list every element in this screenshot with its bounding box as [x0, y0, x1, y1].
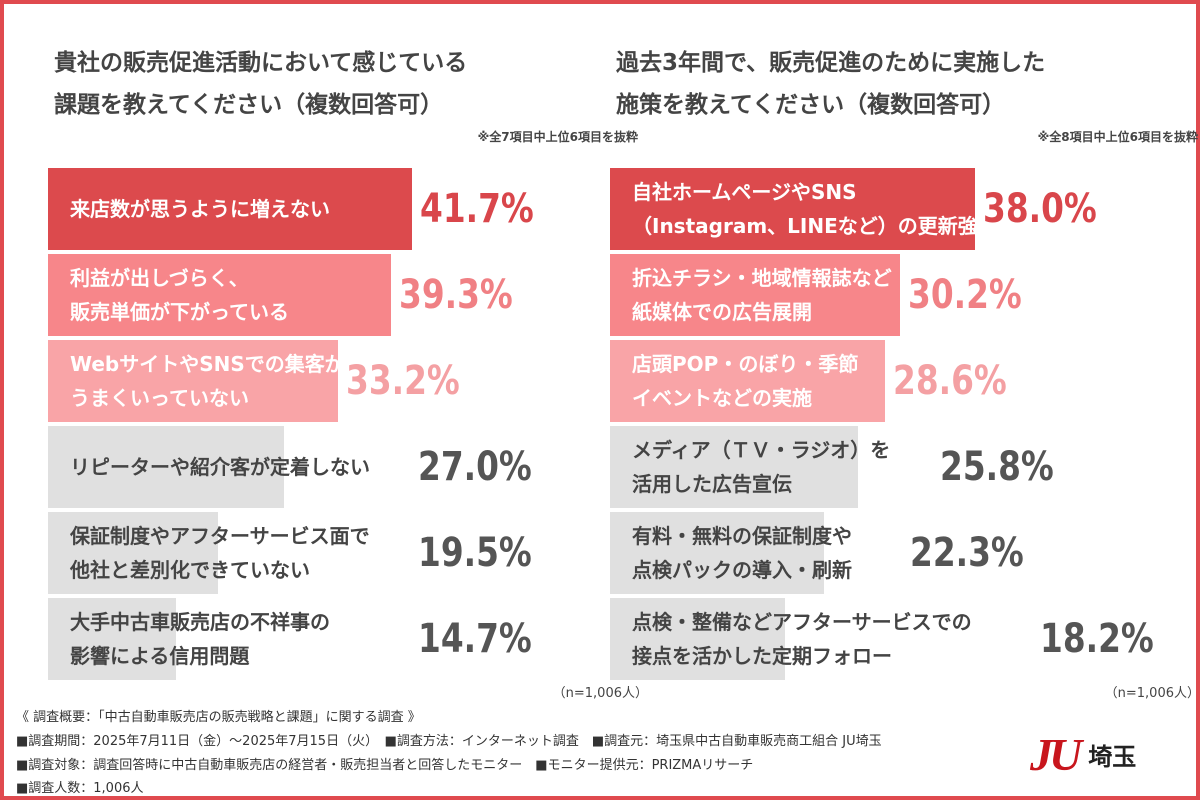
bar [610, 426, 858, 508]
value-label: 38.0% [982, 186, 1097, 232]
bar [48, 426, 284, 508]
bar [48, 254, 392, 336]
bar [48, 512, 219, 594]
ju-logo-text: 埼玉 [1088, 743, 1137, 771]
value-label: 39.3% [399, 272, 513, 318]
left-sample-size: （n=1,006人） [552, 686, 648, 701]
value-label: 18.2% [1040, 616, 1154, 662]
value-label: 28.6% [892, 358, 1007, 404]
bar-label: 大手中古車販売店の不祥事の 影響による信用問題 [70, 610, 330, 668]
right-chart-note: ※全8項目中上位6項目を抜粋 [1037, 130, 1198, 144]
bar-row: メディア（ＴＶ・ラジオ）を 活用した広告宣伝 25.8% [610, 426, 1170, 508]
bar-label: 店頭POP・のぼり・季節 イベントなどの実施 [632, 352, 859, 410]
bar [610, 254, 900, 336]
bar-row: 自社ホームページやSNS （Instagram、LINEなど）の更新強化 38.0… [610, 168, 1170, 250]
bar-row: リピーターや紹介客が定着しない 27.0% [48, 426, 608, 508]
bar-label: 来店数が思うように増えない [70, 197, 330, 221]
bar-label: リピーターや紹介客が定着しない [70, 455, 370, 479]
survey-heading: 《 調査概要：「中古自動車販売店の販売戦略と課題」に関する調査 》 [16, 710, 421, 725]
bar [610, 512, 825, 594]
bar-label: 保証制度やアフターサービス面で 他社と差別化できていない [70, 524, 370, 582]
value-label: 14.7% [418, 616, 532, 662]
right-chart-panel: 過去3年間で、販売促進のために実施した 施策を教えてください（複数回答可） ※全… [610, 0, 1200, 701]
survey-line-1: ■調査期間：2025年7月11日（金）～2025年7月15日（火） ■調査方法：… [16, 734, 882, 749]
bar-row: 保証制度やアフターサービス面で 他社と差別化できていない 19.5% [48, 512, 608, 594]
bar-row: 有料・無料の保証制度や 点検パックの導入・刷新 22.3% [610, 512, 1170, 594]
bar [48, 168, 413, 250]
value-label: 19.5% [418, 530, 532, 576]
right-sample-size: （n=1,006人） [1104, 686, 1200, 701]
bar-row: 来店数が思うように増えない 41.7% [48, 168, 608, 250]
value-label: 22.3% [910, 530, 1024, 576]
bar-row: 利益が出しづらく、 販売単価が下がっている 39.3% [48, 254, 608, 336]
right-chart-title: 過去3年間で、販売促進のために実施した 施策を教えてください（複数回答可） [616, 50, 1046, 118]
bar-label: メディア（ＴＶ・ラジオ）を 活用した広告宣伝 [632, 438, 891, 496]
left-chart-title: 貴社の販売促進活動において感じている 課題を教えてください（複数回答可） [54, 50, 468, 118]
bar-label: WebサイトやSNSでの集客が うまくいっていない [70, 352, 345, 410]
bar-row: 大手中古車販売店の不祥事の 影響による信用問題 14.7% [48, 598, 608, 680]
value-label: 30.2% [907, 272, 1022, 318]
survey-line-3: ■調査人数：1,006人 [16, 781, 144, 796]
bar [610, 168, 975, 250]
bar-row: 折込チラシ・地域情報誌など 紙媒体での広告展開 30.2% [610, 254, 1170, 336]
value-label: 33.2% [345, 358, 460, 404]
bar-row: WebサイトやSNSでの集客が うまくいっていない 33.2% [48, 340, 608, 422]
bar [610, 340, 885, 422]
value-label: 41.7% [420, 186, 534, 232]
bar-row: 店頭POP・のぼり・季節 イベントなどの実施 28.6% [610, 340, 1170, 422]
bar-label: 点検・整備などアフターサービスでの 接点を活かした定期フォロー [632, 610, 972, 668]
value-label: 27.0% [418, 444, 532, 490]
survey-line-2: ■調査対象：調査回答時に中古自動車販売店の経営者・販売担当者と回答したモニター … [16, 758, 754, 773]
left-chart-panel: 貴社の販売促進活動において感じている 課題を教えてください（複数回答可） ※全7… [48, 0, 648, 701]
left-chart-note: ※全7項目中上位6項目を抜粋 [477, 130, 638, 144]
ju-logo-mark: JU [1030, 729, 1082, 780]
bar [48, 340, 338, 422]
bar-label: 折込チラシ・地域情報誌など 紙媒体での広告展開 [632, 266, 892, 324]
bar-label: 自社ホームページやSNS （Instagram、LINEなど）の更新強化 [632, 180, 998, 238]
bar [610, 598, 785, 680]
bar-label: 有料・無料の保証制度や 点検パックの導入・刷新 [632, 524, 852, 582]
ju-saitama-logo: JU 埼玉 [1030, 728, 1136, 781]
value-label: 25.8% [940, 444, 1054, 490]
bar-row: 点検・整備などアフターサービスでの 接点を活かした定期フォロー 18.2% [610, 598, 1170, 680]
bar [48, 598, 177, 680]
bar-label: 利益が出しづらく、 販売単価が下がっている [70, 266, 289, 324]
